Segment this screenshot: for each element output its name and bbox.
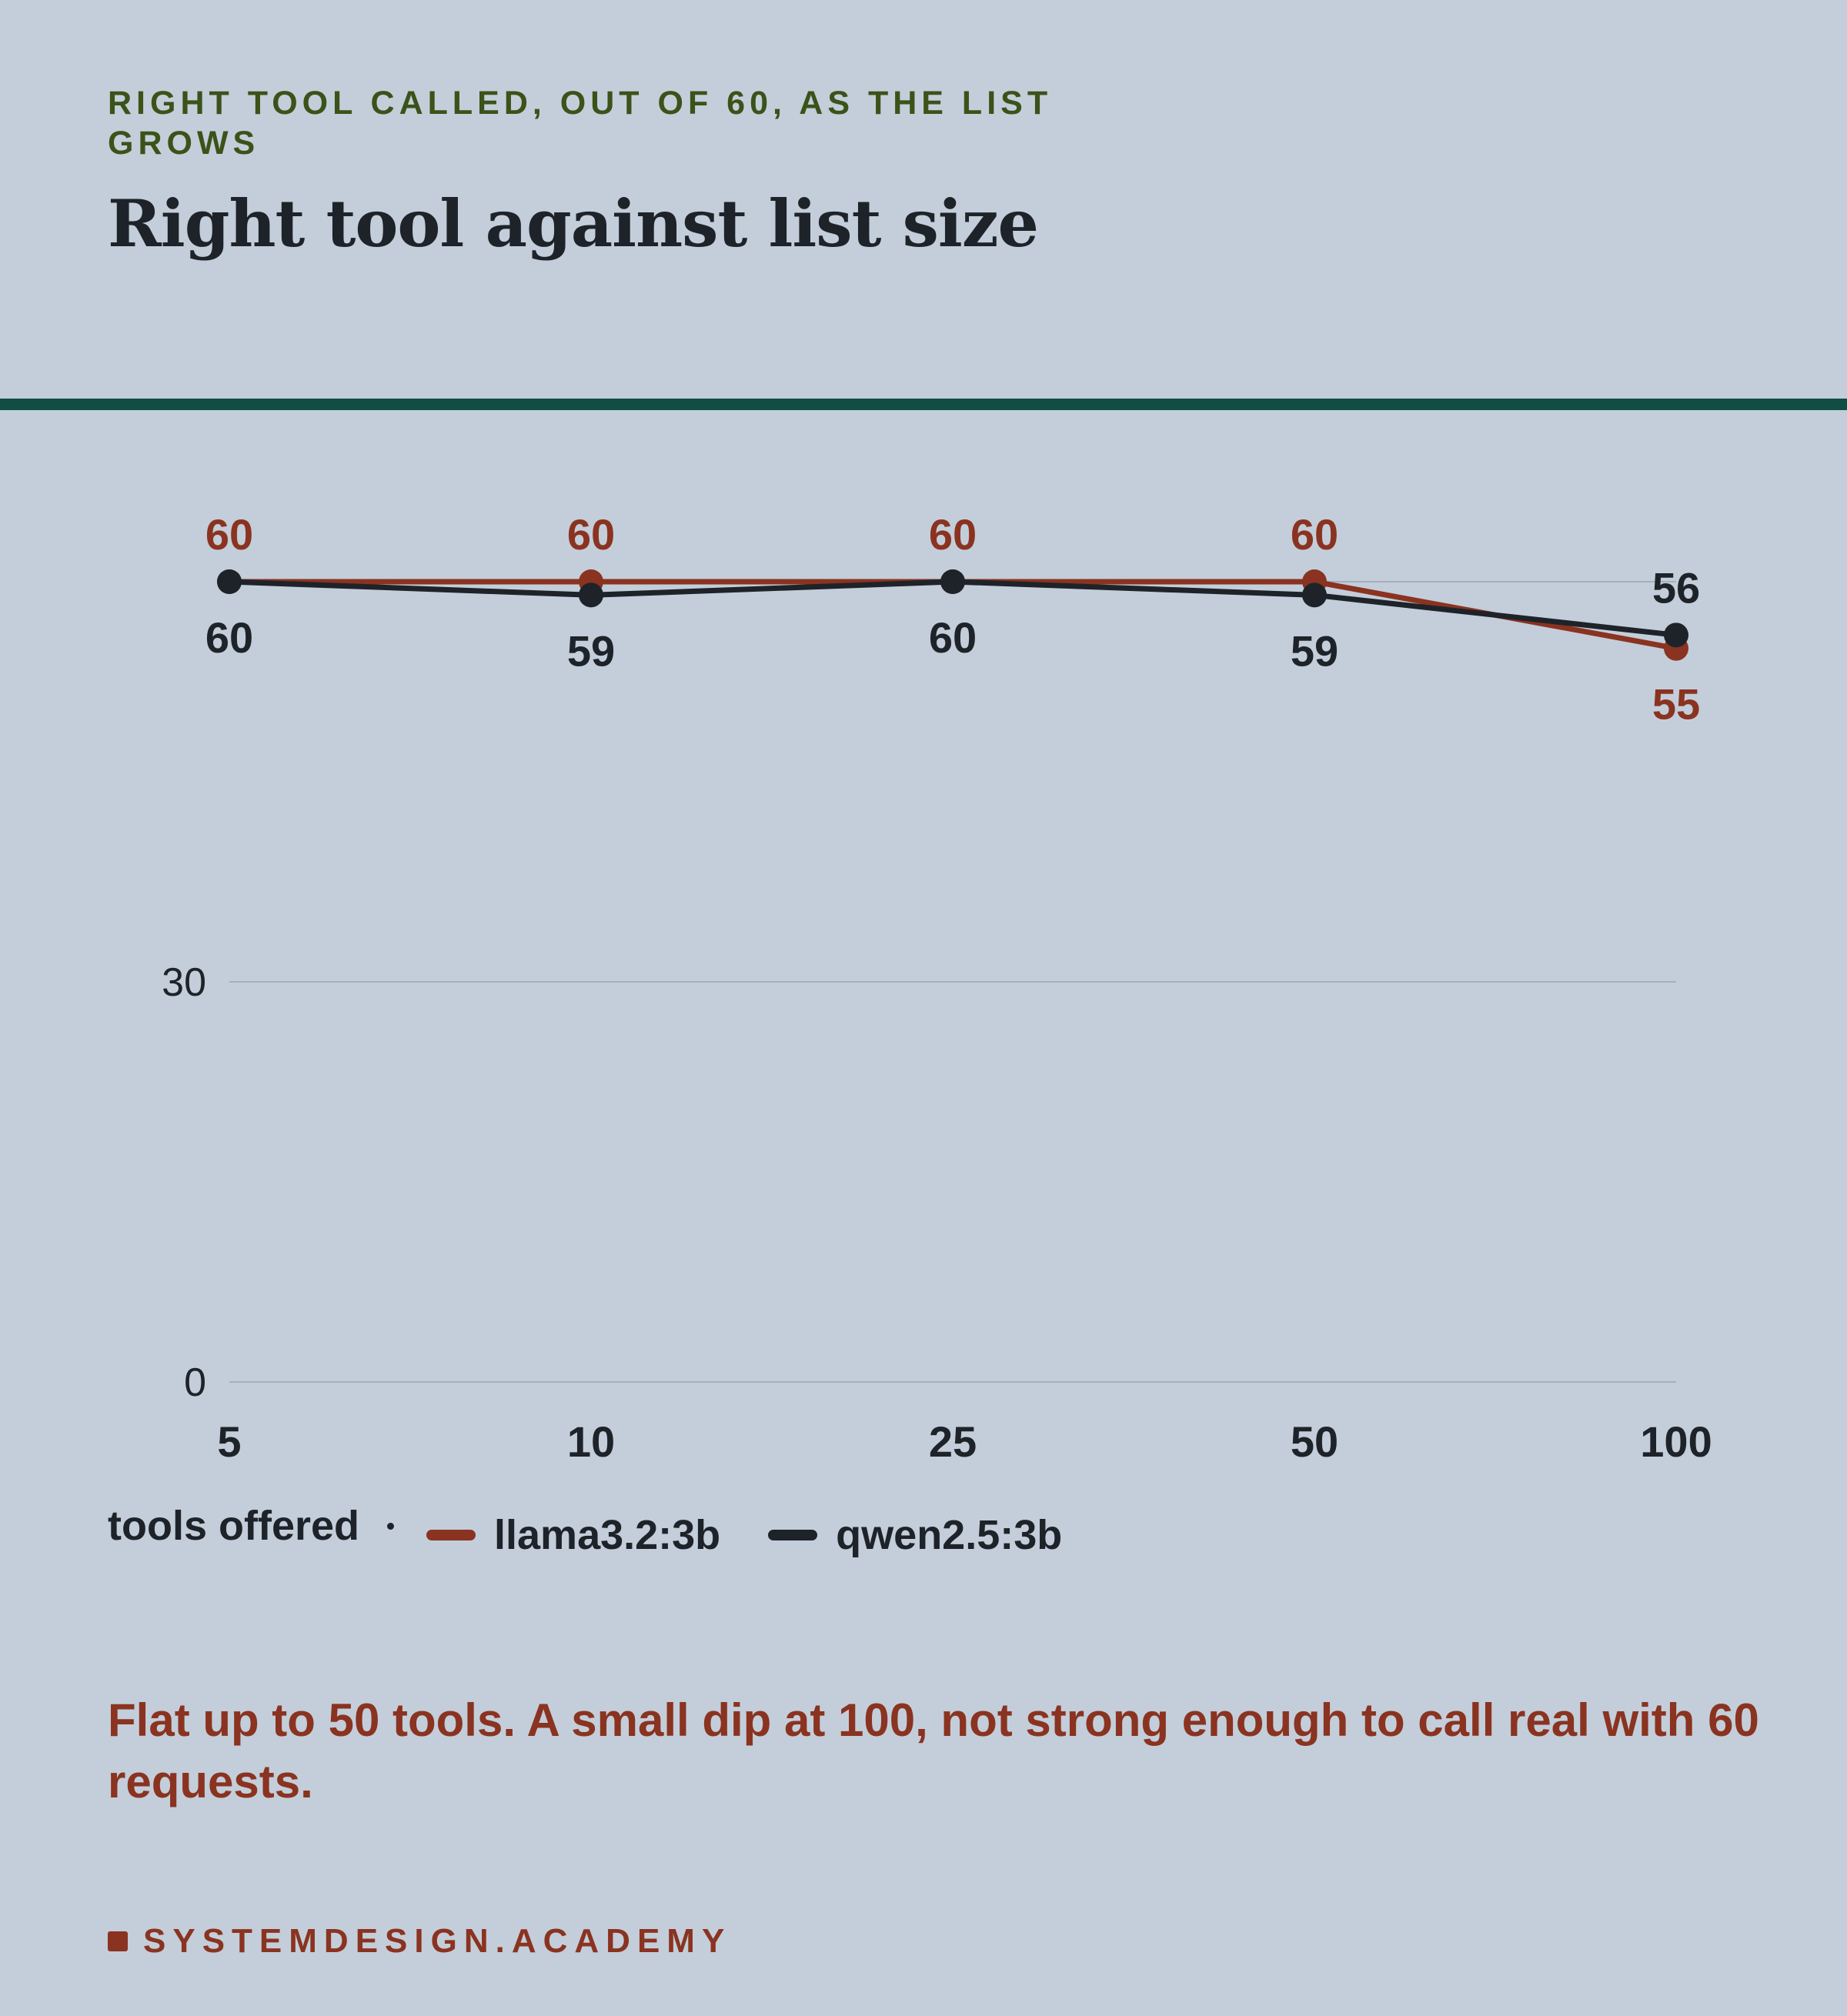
- data-point-qwen: [579, 582, 603, 608]
- brand-footer: SYSTEMDESIGN.ACADEMY: [108, 1922, 731, 1961]
- legend-swatch-llama: [426, 1530, 476, 1540]
- data-label-llama: 60: [929, 510, 977, 559]
- data-label-llama: 55: [1652, 680, 1700, 729]
- legend-label-qwen: qwen2.5:3b: [836, 1512, 1063, 1558]
- brand-name: SYSTEMDESIGN.ACADEMY: [143, 1922, 732, 1960]
- data-label-llama: 60: [205, 510, 253, 559]
- chart-caption: Flat up to 50 tools. A small dip at 100,…: [108, 1694, 1759, 1807]
- data-point-qwen: [217, 569, 242, 594]
- legend-swatch-qwen: [768, 1530, 818, 1540]
- legend-label-llama: llama3.2:3b: [494, 1512, 721, 1558]
- data-label-qwen: 59: [1291, 626, 1338, 675]
- y-tick-label: 30: [162, 960, 206, 1005]
- x-axis-label: tools offered: [108, 1503, 360, 1549]
- chart-legend: tools offered llama3.2:3b qwen2.5:3b: [108, 1503, 1110, 1562]
- data-label-qwen: 60: [205, 613, 253, 662]
- data-point-qwen: [1664, 622, 1688, 648]
- accent-rule: [0, 399, 1847, 410]
- data-label-qwen: 56: [1652, 563, 1700, 612]
- brand-square-icon: [108, 1931, 128, 1951]
- x-tick-label: 25: [929, 1417, 977, 1466]
- separator-dot: [387, 1522, 395, 1530]
- y-tick-label: 0: [184, 1360, 206, 1405]
- legend-item-llama: llama3.2:3b: [426, 1511, 720, 1559]
- chart-title: Right tool against list size: [108, 185, 1039, 262]
- x-tick-label: 50: [1291, 1417, 1338, 1466]
- data-label-llama: 60: [567, 510, 615, 559]
- chart-eyebrow: RIGHT TOOL CALLED, OUT OF 60, AS THE LIS…: [108, 85, 1053, 162]
- data-point-qwen: [1302, 582, 1327, 608]
- data-point-qwen: [940, 569, 965, 594]
- x-tick-label: 5: [217, 1417, 241, 1466]
- line-chart: 0 30 5 10 25 50 100 60 60 60 60 55 60 59 60 59 56: [162, 510, 1712, 1466]
- x-tick-label: 10: [567, 1417, 615, 1466]
- legend-item-qwen: qwen2.5:3b: [768, 1511, 1062, 1559]
- data-label-qwen: 60: [929, 613, 977, 662]
- data-label-qwen: 59: [567, 626, 615, 675]
- x-tick-label: 100: [1640, 1417, 1712, 1466]
- data-label-llama: 60: [1291, 510, 1338, 559]
